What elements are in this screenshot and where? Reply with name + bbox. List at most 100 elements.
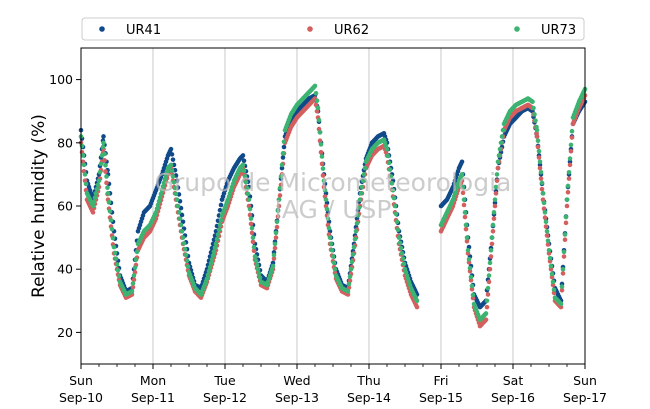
data-point <box>102 158 107 163</box>
data-point <box>387 167 393 172</box>
data-point <box>114 262 120 267</box>
data-point <box>534 134 540 139</box>
legend-marker-ur73 <box>514 26 520 32</box>
data-point <box>347 274 353 279</box>
data-point <box>459 172 465 177</box>
data-point <box>175 203 181 209</box>
data-point <box>491 216 497 221</box>
data-point <box>247 212 253 218</box>
data-point <box>240 153 246 158</box>
data-point <box>248 221 254 227</box>
data-point <box>356 205 362 210</box>
x-tick-label-date: Sep-11 <box>131 390 175 405</box>
data-point <box>560 266 566 272</box>
data-point <box>331 260 337 266</box>
data-point <box>277 185 283 191</box>
data-point <box>487 260 493 266</box>
data-point <box>565 190 571 195</box>
data-point <box>129 289 135 294</box>
data-point <box>253 258 259 264</box>
data-point <box>536 148 542 154</box>
data-point <box>540 191 546 196</box>
data-point <box>329 247 335 253</box>
data-point <box>157 195 163 200</box>
data-point <box>272 245 278 251</box>
data-point <box>250 235 256 240</box>
data-point <box>561 254 567 259</box>
data-point <box>240 162 246 168</box>
data-point <box>398 245 404 251</box>
data-point <box>212 245 218 251</box>
data-point <box>541 206 547 211</box>
data-points <box>78 83 588 329</box>
data-point <box>215 232 221 237</box>
data-point <box>130 281 136 286</box>
data-point <box>469 283 475 289</box>
data-point <box>346 281 352 287</box>
data-point <box>271 256 277 261</box>
x-tick-label-day: Fri <box>434 373 449 388</box>
data-point <box>562 237 568 243</box>
data-point <box>205 272 211 278</box>
data-point <box>489 235 495 240</box>
data-point <box>281 139 287 145</box>
data-point <box>102 151 107 157</box>
data-point <box>538 176 544 181</box>
data-point <box>257 275 263 280</box>
legend-label-ur73: UR73 <box>541 23 576 38</box>
data-point <box>169 152 175 157</box>
data-point <box>500 127 506 133</box>
data-point <box>104 180 109 186</box>
data-point <box>104 174 109 179</box>
data-point <box>551 290 557 296</box>
x-tick-label-date: Sep-14 <box>347 390 391 405</box>
data-point <box>566 169 572 175</box>
x-tick-label-date: Sep-13 <box>275 390 319 405</box>
data-point <box>491 210 497 215</box>
data-point <box>254 262 260 268</box>
data-point <box>384 146 390 152</box>
data-point <box>466 260 472 265</box>
data-point <box>92 195 98 200</box>
data-point <box>108 217 114 223</box>
data-point <box>535 138 541 143</box>
legend-box <box>81 17 585 41</box>
data-point <box>550 279 556 285</box>
y-tick-label: 20 <box>57 325 73 340</box>
data-point <box>495 165 501 171</box>
data-point <box>548 263 554 269</box>
data-point <box>249 230 255 236</box>
data-point <box>467 269 473 274</box>
data-point <box>170 157 176 162</box>
data-point <box>245 191 251 197</box>
data-point <box>280 151 286 156</box>
data-point <box>168 146 174 152</box>
data-point <box>97 169 103 175</box>
x-tick-label-day: Mon <box>140 373 166 388</box>
x-tick-label-day: Thu <box>356 373 380 388</box>
data-point <box>569 135 575 140</box>
data-point <box>558 301 564 307</box>
data-point <box>401 261 407 267</box>
data-point <box>274 224 280 230</box>
data-point <box>101 134 106 139</box>
data-point <box>270 260 276 266</box>
data-point <box>80 153 86 158</box>
data-point <box>249 225 255 231</box>
data-point <box>160 184 166 189</box>
data-point <box>460 190 466 196</box>
data-point <box>159 187 165 193</box>
data-point <box>319 154 325 159</box>
data-point <box>324 206 330 212</box>
data-point <box>545 238 551 244</box>
data-point <box>537 159 543 165</box>
data-point <box>277 193 283 198</box>
watermark: Grupo de Micrometeorologia IAG / USP <box>155 168 512 224</box>
data-point <box>414 298 420 304</box>
legend-marker-ur41 <box>99 26 105 32</box>
data-point <box>131 277 137 283</box>
data-point <box>484 304 490 310</box>
data-point <box>539 186 545 192</box>
data-point <box>468 274 474 280</box>
data-point <box>486 279 492 285</box>
